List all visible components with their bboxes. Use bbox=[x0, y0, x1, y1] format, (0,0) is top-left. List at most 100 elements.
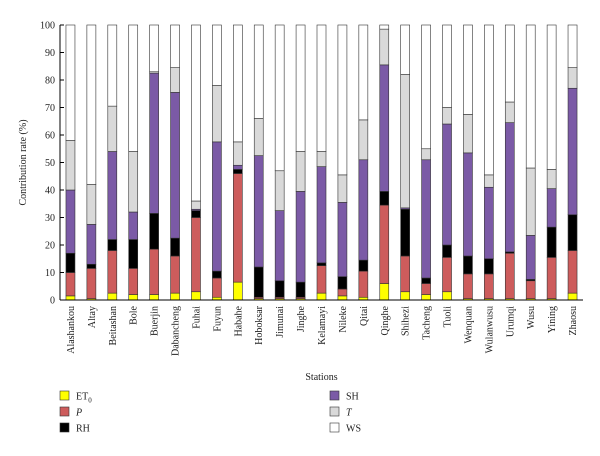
bar-segment-rh-dabancheng bbox=[170, 237, 180, 257]
bar-segment-t-zhaosu bbox=[567, 67, 578, 89]
bar-segment-rh-wulanwusu bbox=[484, 258, 494, 275]
bar-segment-t-hoboksar bbox=[253, 118, 264, 156]
bar-segment-rh-wenquan bbox=[463, 255, 473, 275]
bar-segment-p-qinghe bbox=[379, 204, 390, 284]
x-tick-label-alashankou: Alashankou bbox=[66, 306, 77, 354]
x-tick-label-tacheng: Tacheng bbox=[422, 306, 433, 340]
bar-segment-p-altay bbox=[86, 268, 97, 299]
x-tick-label-shihezi: Shihezi bbox=[401, 306, 412, 336]
bar-segment-et-buerjin bbox=[149, 294, 159, 301]
bar-segment-rh-fuyun bbox=[212, 270, 222, 279]
bar-segment-ws-bole bbox=[128, 24, 139, 152]
bar-segment-ws-tacheng bbox=[421, 24, 431, 150]
bar-segment-ws-wusu bbox=[525, 24, 536, 169]
bar-segment-ws-buerjin bbox=[149, 24, 159, 73]
bar-segment-sh-zhaosu bbox=[567, 87, 578, 216]
bar-segment-ws-jimunai bbox=[274, 24, 285, 172]
bar-segment-sh-yining bbox=[546, 188, 557, 228]
bar-segment-sh-fuyun bbox=[212, 141, 222, 272]
x-tick-label-wulanwusu: Wulanwusu bbox=[484, 306, 495, 353]
bar-segment-t-fuyun bbox=[212, 85, 222, 143]
bar-segment-ws-fuhai bbox=[191, 24, 201, 202]
bar-segment-p-wusu bbox=[525, 280, 536, 299]
bar-segment-rh-alashankou bbox=[65, 252, 76, 273]
x-tick-label-jinghe: Jinghe bbox=[296, 305, 307, 332]
bar-segment-p-dabancheng bbox=[170, 255, 180, 294]
bar-segment-t-jinghe bbox=[295, 151, 306, 192]
bar-segment-rh-yining bbox=[546, 226, 557, 258]
legend-swatch-et bbox=[59, 390, 70, 401]
y-tick-label: 100 bbox=[40, 21, 55, 32]
bar-segment-et-beitashan bbox=[107, 292, 118, 301]
bar-segment-sh-hoboksar bbox=[253, 155, 264, 268]
bar-segment-sh-jinghe bbox=[295, 191, 306, 283]
bar-segment-sh-altay bbox=[86, 224, 97, 265]
bar-segment-t-qinghe bbox=[379, 28, 390, 66]
legend-label-t: T bbox=[346, 408, 353, 419]
legend-swatch-p bbox=[59, 406, 70, 417]
bar-segment-ws-alashankou bbox=[65, 24, 76, 141]
bar-segment-et-tuoli bbox=[442, 291, 452, 301]
bar-segment-t-dabancheng bbox=[170, 67, 180, 93]
legend-label-sh: SH bbox=[346, 392, 359, 403]
bar-segment-t-yining bbox=[546, 169, 557, 189]
x-tick-label-kelamayi: Kelamayi bbox=[317, 306, 328, 345]
bar-segment-sh-habahe bbox=[233, 164, 243, 170]
y-tick-label: 10 bbox=[45, 268, 55, 279]
x-tick-label-buerjin: Buerjin bbox=[150, 306, 161, 336]
bar-segment-p-buerjin bbox=[149, 248, 159, 295]
bar-segment-t-tacheng bbox=[421, 148, 431, 161]
bar-segment-rh-hoboksar bbox=[253, 266, 264, 298]
bar-segment-ws-qitai bbox=[358, 24, 369, 121]
bar-segment-t-jimunai bbox=[274, 170, 285, 211]
bar-segment-rh-qitai bbox=[358, 259, 369, 272]
bar-segment-sh-urumqi bbox=[504, 122, 515, 253]
legend-label-et: ET0 bbox=[76, 392, 92, 405]
bar-segment-p-fuyun bbox=[212, 277, 222, 298]
bar-segment-t-fuhai bbox=[191, 200, 201, 210]
bar-segment-sh-buerjin bbox=[149, 72, 159, 214]
bar-segment-sh-jimunai bbox=[274, 210, 285, 282]
legend-swatch-sh bbox=[329, 390, 340, 401]
bar-segment-ws-wulanwusu bbox=[484, 24, 494, 176]
bar-segment-ws-dabancheng bbox=[170, 24, 180, 68]
bar-segment-t-shihezi bbox=[400, 74, 410, 209]
x-tick-labels: Alashankou Altay Beitashan Bole Buerjin Daban… bbox=[66, 305, 579, 356]
bar-segment-sh-tacheng bbox=[421, 159, 431, 279]
bar-segment-sh-qitai bbox=[358, 159, 369, 261]
bar-segment-rh-zhaosu bbox=[567, 214, 578, 251]
bar-segment-ws-qinghe bbox=[379, 24, 390, 30]
y-ticks: 0 10 20 30 40 50 60 70 80 90 100 bbox=[40, 21, 64, 307]
bar-segment-ws-nileke bbox=[337, 24, 348, 176]
x-tick-label-fuhai: Fuhai bbox=[191, 306, 202, 329]
bar-segment-ws-fuyun bbox=[212, 24, 222, 86]
legend-swatch-rh bbox=[59, 422, 70, 433]
bar-segment-rh-bole bbox=[128, 239, 139, 269]
bar-segment-ws-tuoli bbox=[442, 24, 452, 108]
bar-segment-p-wenquan bbox=[463, 273, 473, 299]
y-tick-label: 0 bbox=[50, 296, 55, 307]
bar-segment-ws-jinghe bbox=[295, 24, 306, 152]
x-tick-label-beitashan: Beitashan bbox=[108, 306, 119, 345]
bar-segment-rh-jimunai bbox=[274, 280, 285, 298]
legend-label-rh: RH bbox=[76, 424, 90, 435]
bar-segment-rh-shihezi bbox=[400, 208, 410, 257]
bar-segment-p-urumqi bbox=[504, 252, 515, 299]
bar-segment-sh-alashankou bbox=[65, 189, 76, 254]
bar-segment-p-fuhai bbox=[191, 217, 201, 293]
x-tick-label-jimunai: Jimunai bbox=[275, 306, 286, 338]
bar-segment-p-habahe bbox=[233, 173, 243, 283]
bar-segment-et-bole bbox=[128, 294, 139, 301]
bar-segment-et-dabancheng bbox=[170, 292, 180, 301]
x-tick-label-qitai: Qitai bbox=[359, 306, 370, 326]
x-tick-label-zhaosu: Zhaosu bbox=[568, 306, 579, 335]
bar-segment-t-bole bbox=[128, 151, 139, 213]
bar-segment-et-alashankou bbox=[65, 295, 76, 301]
bar-segment-et-zhaosu bbox=[567, 292, 578, 301]
bar-segment-ws-habahe bbox=[233, 24, 243, 143]
bar-segment-t-beitashan bbox=[107, 105, 118, 152]
bar-segment-t-altay bbox=[86, 184, 97, 225]
bar-segment-rh-altay bbox=[86, 263, 97, 269]
bar-segment-p-wulanwusu bbox=[484, 273, 494, 299]
bar-segment-rh-qinghe bbox=[379, 191, 390, 206]
